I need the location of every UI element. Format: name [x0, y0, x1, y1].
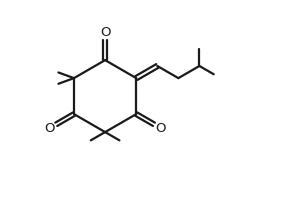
Text: O: O — [45, 121, 55, 134]
Text: O: O — [155, 121, 166, 134]
Text: O: O — [100, 26, 110, 39]
